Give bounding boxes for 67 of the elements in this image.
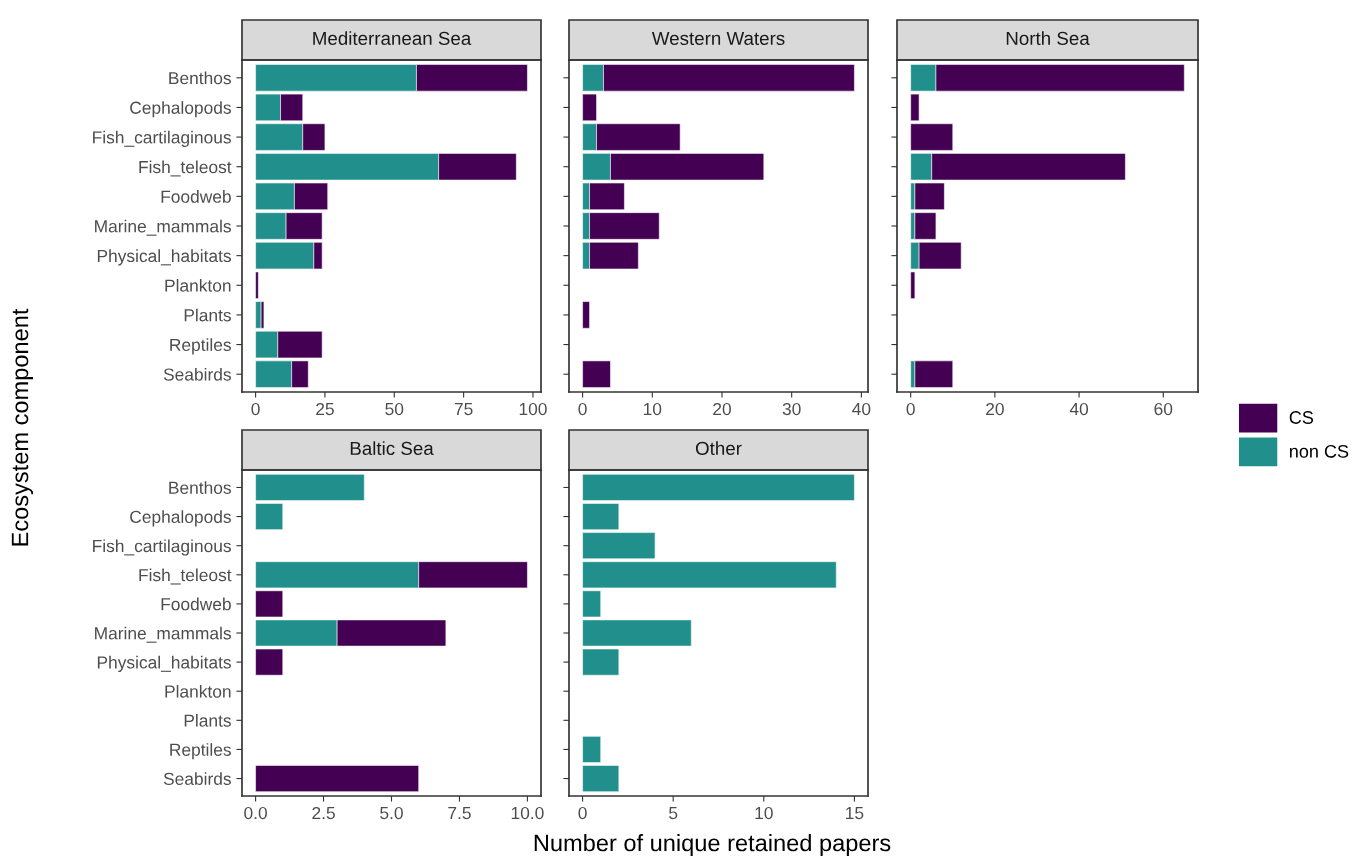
x-tick-label: 5.0 — [380, 806, 403, 820]
chart-title: Baltic Sea — [350, 441, 434, 456]
x-tick-label: 30 — [782, 402, 801, 416]
y-tick-label: Foodweb — [161, 190, 231, 203]
y-tick-label: Benthos — [169, 71, 231, 85]
x-tick-label: 25 — [316, 402, 334, 416]
y-tick-label: Reptiles — [170, 743, 231, 760]
bar — [914, 212, 937, 240]
bar — [255, 503, 284, 530]
x-tick-label: 20 — [713, 402, 731, 416]
y-tick-label: Fish_teleost — [139, 568, 232, 585]
y-tick-label: Benthos — [169, 481, 231, 494]
x-tick-label: 0 — [906, 402, 915, 416]
y-tick-label: Plankton — [165, 684, 231, 698]
y-tick-label: Fish_teleost — [139, 160, 232, 177]
y-tick-label: Fish_cartilaginous — [93, 539, 231, 556]
bar — [582, 360, 611, 388]
chart-title: Other — [695, 441, 742, 456]
chart-title: Mediterranean Sea — [313, 31, 472, 46]
x-tick-label: 75 — [454, 403, 473, 416]
legend-label: CS — [1289, 411, 1314, 424]
x-axis-title: Number of unique retained papers — [534, 833, 891, 856]
y-tick-label: Physical_habitats — [97, 655, 231, 672]
y-tick-label: Seabirds — [163, 772, 231, 785]
y-tick-label: Plankton — [165, 279, 231, 292]
bar — [582, 765, 620, 792]
y-tick-label: Seabirds — [163, 367, 231, 381]
y-tick-label: Reptiles — [170, 338, 231, 355]
x-tick-label: 0 — [578, 402, 587, 416]
x-tick-label: 40 — [852, 402, 871, 416]
x-tick-label: 10 — [643, 402, 662, 416]
x-tick-label: 60 — [1154, 402, 1173, 416]
bar — [914, 360, 954, 388]
x-tick-label: 40 — [1069, 402, 1089, 416]
x-tick-label: 10 — [755, 806, 773, 820]
bar — [582, 532, 656, 560]
y-tick-label: Cephalopods — [130, 101, 231, 118]
x-tick-label: 0 — [578, 806, 587, 820]
y-tick-label: Cephalopods — [130, 510, 231, 527]
bar — [582, 503, 620, 530]
x-tick-label: 50 — [385, 402, 404, 416]
y-tick-label: Plants — [184, 308, 231, 322]
bar — [582, 301, 590, 329]
bar — [582, 474, 855, 501]
chart-title: Western Waters — [651, 31, 785, 46]
bar — [582, 736, 601, 763]
x-tick-label: 0 — [251, 402, 260, 416]
x-tick-label: 15 — [846, 807, 864, 820]
y-tick-label: Physical_habitats — [97, 249, 231, 266]
x-tick-label: 0.0 — [244, 806, 267, 820]
x-tick-label: 100 — [519, 402, 547, 416]
x-tick-label: 2.5 — [312, 806, 335, 820]
y-tick-label: Marine_mammals — [95, 219, 231, 236]
y-axis-title: Ecosystem component — [11, 308, 34, 546]
y-tick-label: Foodweb — [161, 597, 231, 611]
x-tick-label: 10.0 — [511, 806, 544, 820]
y-tick-label: Marine_mammals — [95, 626, 231, 643]
x-tick-label: 5 — [669, 807, 678, 820]
bar — [910, 123, 954, 151]
y-tick-label: Plants — [184, 714, 231, 727]
y-tick-label: Fish_cartilaginous — [93, 130, 231, 147]
x-tick-label: 7.5 — [448, 807, 471, 820]
bar — [255, 474, 365, 501]
legend-label: non CS — [1290, 444, 1349, 458]
x-tick-label: 20 — [986, 402, 1004, 416]
bar — [255, 765, 419, 792]
chart-title: North Sea — [1006, 31, 1090, 46]
